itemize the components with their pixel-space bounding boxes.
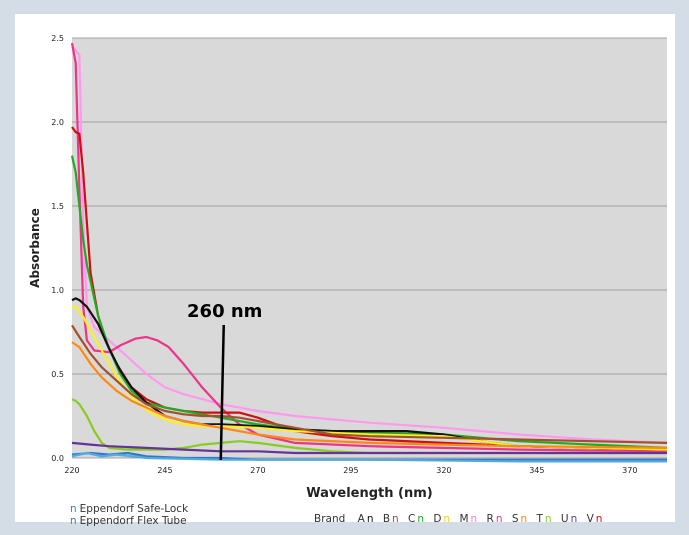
brand-marker: n [470, 513, 478, 525]
brand-legend-title: Brand [314, 513, 346, 525]
legend-item: n Eppendorf Flex Tube [70, 515, 188, 527]
brand-marker: n [570, 513, 578, 525]
legend-item: n Eppendorf Safe-Lock [70, 503, 188, 515]
x-tick-label: 370 [622, 466, 637, 475]
annotation-label: 260 nm [187, 301, 262, 322]
x-axis-label: Wavelength (nm) [306, 486, 432, 501]
tube-legend: n Eppendorf Safe-Lock n Eppendorf Flex Tub… [70, 503, 188, 527]
brand-marker: n [417, 513, 425, 525]
x-tick-label: 245 [157, 466, 172, 475]
y-tick-label: 0.5 [51, 370, 64, 379]
brand-letter: D [433, 513, 442, 525]
legend-label: Eppendorf Flex Tube [79, 515, 187, 527]
brand-marker: n [520, 513, 528, 525]
annotation-line [219, 324, 225, 461]
y-tick-label: 1.5 [51, 202, 64, 211]
brand-marker: n [595, 513, 603, 525]
series-line [71, 451, 667, 463]
series-layer [70, 42, 668, 463]
x-tick-label: 270 [250, 466, 265, 475]
brand-marker: n [366, 513, 374, 525]
x-tick-label: 320 [436, 466, 451, 475]
x-tick-label: 220 [64, 466, 79, 475]
x-tick-label: 345 [529, 466, 544, 475]
brand-letter: V [586, 513, 594, 525]
series-line [71, 341, 668, 449]
brand-letter: M [459, 513, 469, 525]
brand-letter: A [357, 513, 365, 525]
chart-panel: 0.0 0.5 1.0 1.5 2.0 2.5 220 245 270 295 320 345 370 … [15, 14, 675, 527]
brand-letter: S [511, 513, 519, 525]
brand-letter: R [486, 513, 494, 525]
brand-marker: n [495, 513, 503, 525]
plot-area [72, 38, 667, 458]
legend-label: Eppendorf Safe-Lock [79, 503, 189, 515]
brand-letter: U [560, 513, 569, 525]
y-tick-label: 2.0 [51, 118, 64, 127]
brand-letter: C [408, 513, 416, 525]
brand-letter: T [536, 513, 543, 525]
brand-marker: n [544, 513, 552, 525]
gridlines [72, 37, 667, 459]
y-axis-label: Absorbance [28, 208, 42, 288]
series-line [70, 155, 668, 449]
brand-marker: n [392, 513, 399, 525]
series-line [71, 324, 668, 444]
legend-marker: n [70, 515, 77, 527]
series-line [72, 305, 668, 451]
y-tick-label: 0.0 [51, 454, 64, 463]
x-tick-label: 295 [343, 466, 358, 475]
tick-labels: 0.0 0.5 1.0 1.5 2.0 2.5 220 245 270 295 320 345 370 [51, 34, 637, 475]
y-tick-label: 1.0 [51, 286, 64, 295]
legend-marker: n [70, 503, 77, 515]
brand-marker: n [443, 513, 451, 525]
y-tick-label: 2.5 [51, 34, 64, 43]
brand-letter: B [382, 513, 391, 525]
